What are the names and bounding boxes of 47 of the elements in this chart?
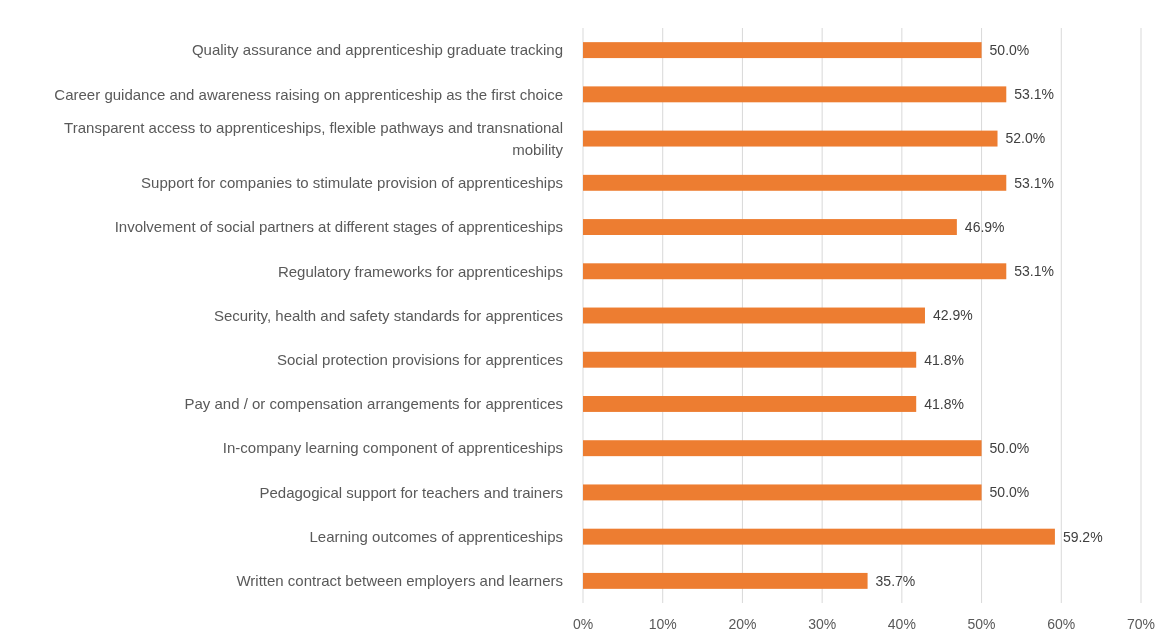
x-tick-label: 60% [1047, 616, 1076, 632]
bar [583, 351, 917, 368]
y-tick-label: Pedagogical support for teachers and trainers [259, 483, 563, 501]
data-label: 59.2% [1062, 528, 1103, 545]
y-tick-label: Written contract between employers and learners [236, 572, 563, 590]
data-label: 50.0% [989, 42, 1030, 59]
y-tick-label: Security, health and safety standards for apprentices [213, 306, 563, 324]
data-label: 41.8% [924, 351, 964, 368]
y-tick-label: Learning outcomes of apprenticeships [309, 527, 563, 545]
y-tick-label: Social protection provisions for apprentices [277, 350, 563, 368]
data-label: 53.1% [1014, 174, 1054, 191]
bar [583, 86, 1007, 103]
y-tick-label: Support for companies to stimulate provision of apprenticeships [141, 174, 563, 192]
data-label: 53.1% [1014, 263, 1054, 280]
y-tick-label: Quality assurance and apprenticeship graduate tracking [191, 41, 563, 59]
data-label: 46.9% [964, 218, 1005, 235]
y-tick-label: Career guidance and awareness raising on apprenticeship as the first choice [54, 85, 563, 103]
x-tick-label: 70% [1126, 616, 1156, 632]
data-label: 50.0% [989, 484, 1030, 501]
x-tick-label: 20% [728, 616, 757, 632]
data-label: 50.0% [989, 440, 1030, 457]
y-tick-label: Pay and / or compensation arrangements for apprentices [184, 395, 563, 413]
y-tick-label: In-company learning component of apprenticeships [222, 439, 563, 457]
bar [583, 572, 868, 589]
bar [583, 528, 1055, 545]
bar [583, 174, 1007, 191]
data-label: 41.8% [924, 395, 964, 412]
x-tick-label: 50% [967, 616, 996, 632]
bar [583, 219, 957, 235]
x-tick-label: 40% [887, 616, 916, 632]
bar [583, 440, 982, 457]
x-tick-label: 10% [648, 616, 677, 632]
y-tick-label: Regulatory frameworks for apprenticeships [277, 262, 563, 280]
y-tick-label: Involvement of social partners at different stages of apprenticeships [114, 218, 563, 236]
data-label: 52.0% [1005, 130, 1046, 147]
bar [583, 484, 982, 501]
bar [583, 130, 998, 147]
bar [583, 42, 982, 59]
bar [583, 396, 917, 412]
x-tick-label: 30% [808, 616, 837, 632]
bar [583, 263, 1007, 280]
x-tick-label: 0% [572, 616, 594, 632]
bar [583, 307, 925, 324]
data-label: 35.7% [875, 572, 916, 589]
y-tick-label: Transparent access to apprenticeships, flexible pathways and transnational mobility [64, 118, 564, 158]
data-label: 42.9% [932, 307, 973, 324]
data-label: 53.1% [1014, 86, 1054, 103]
